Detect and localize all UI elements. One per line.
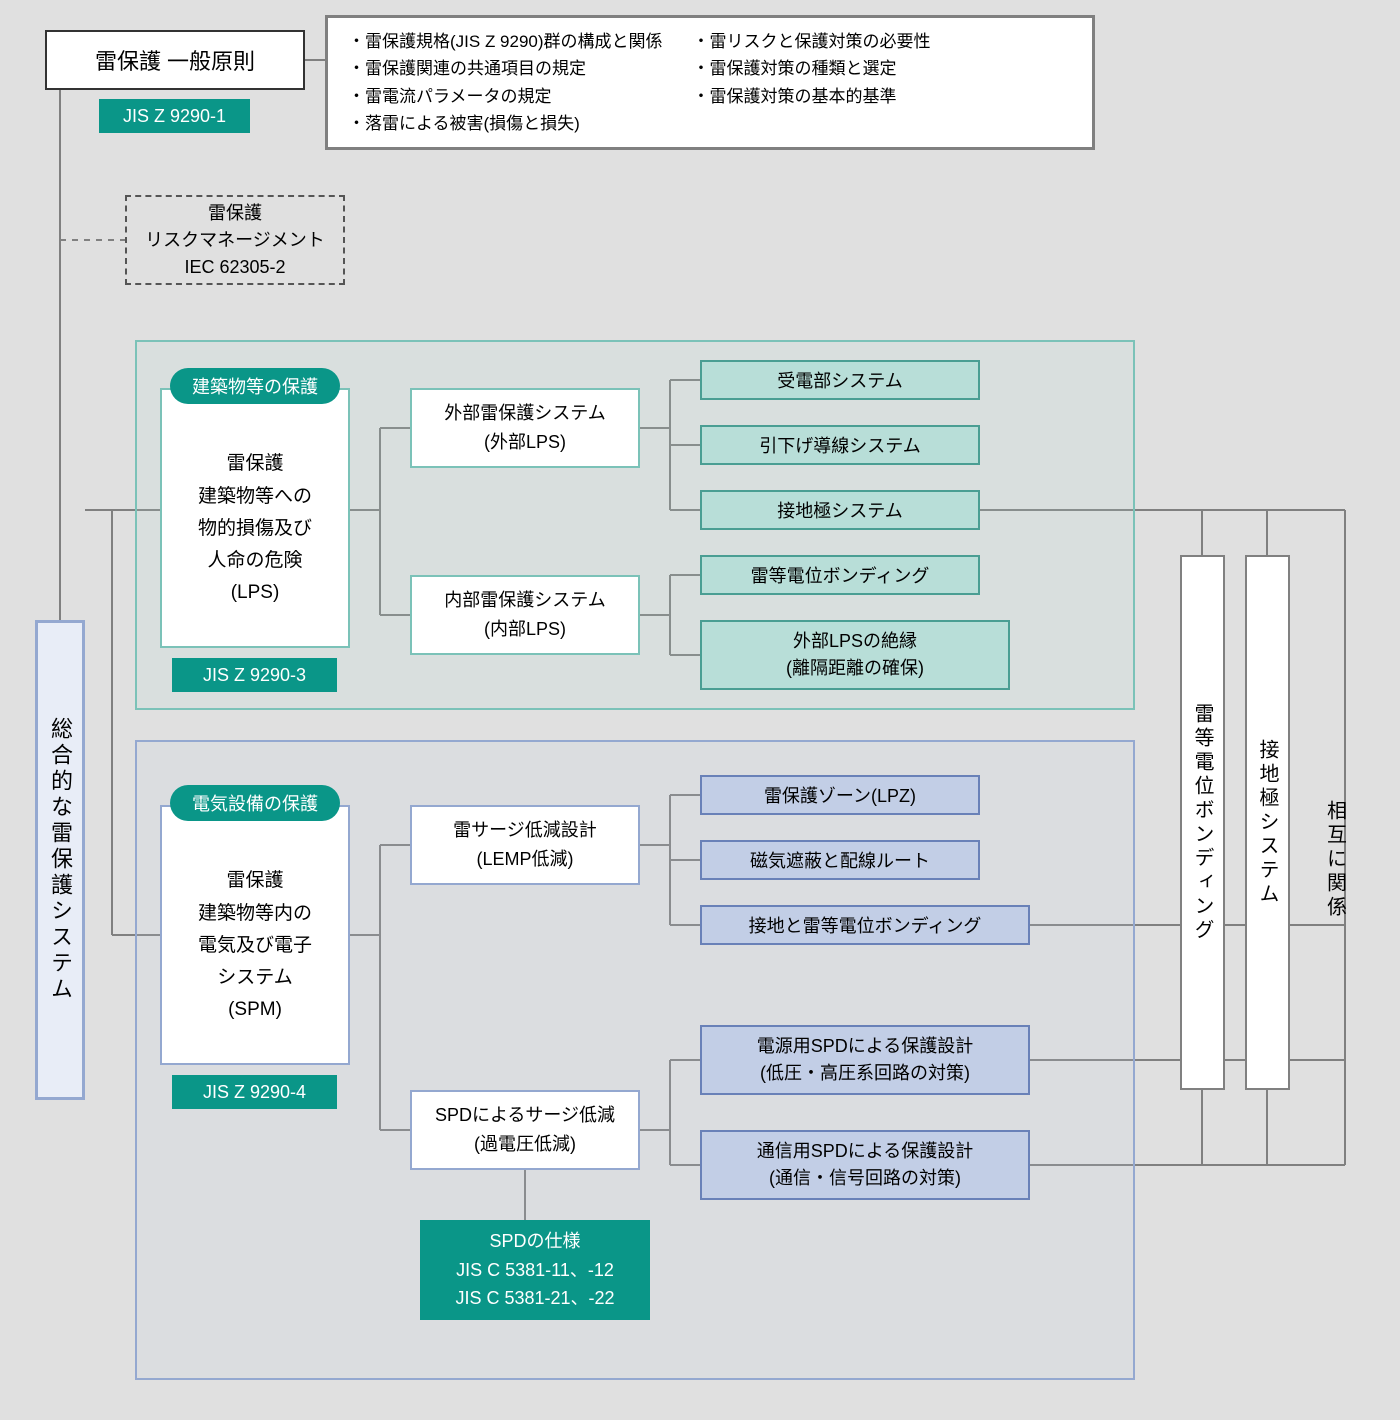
top-code-badge: JIS Z 9290-1 — [99, 99, 250, 133]
sec2-pill: 電気設備の保護 — [170, 785, 340, 821]
sec2-r1: 雷保護ゾーン(LPZ) — [700, 775, 980, 815]
sec2-r2-text: 磁気遮蔽と配線ルート — [750, 847, 930, 873]
bullets-left: ・雷保護規格(JIS Z 9290)群の構成と関係 ・雷保護関連の共通項目の規定… — [348, 28, 663, 137]
sec1-r2-text: 引下げ導線システム — [759, 432, 920, 458]
main-system-box: 総合的な雷保護システム — [35, 620, 85, 1100]
sec1-mid1-text: 外部雷保護システム (外部LPS) — [444, 399, 605, 457]
sec1-r5: 外部LPSの絶縁 (離隔距離の確保) — [700, 620, 1010, 690]
bullet: ・雷電流パラメータの規定 — [348, 83, 663, 110]
risk-l3: IEC 62305-2 — [184, 254, 285, 281]
bullets-right: ・雷リスクと保護対策の必要性 ・雷保護対策の種類と選定 ・雷保護対策の基本的基準 — [693, 28, 931, 137]
sec1-r1: 受電部システム — [700, 360, 980, 400]
sec2-mid1: 雷サージ低減設計 (LEMP低減) — [410, 805, 640, 885]
right-v3: 相互に関係 — [1310, 760, 1360, 960]
risk-l2: リスクマネージメント — [145, 227, 325, 254]
sec2-r5: 通信用SPDによる保護設計 (通信・信号回路の対策) — [700, 1130, 1030, 1200]
sec1-r2: 引下げ導線システム — [700, 425, 980, 465]
bullet: ・雷保護対策の基本的基準 — [693, 83, 931, 110]
bullet: ・雷保護関連の共通項目の規定 — [348, 55, 663, 82]
sec1-mid1: 外部雷保護システム (外部LPS) — [410, 388, 640, 468]
sec1-r3-text: 接地極システム — [777, 497, 902, 523]
sec1-body: 雷保護 建築物等への 物的損傷及び 人命の危険 (LPS) — [198, 448, 312, 609]
sec2-card: 雷保護 建築物等内の 電気及び電子 システム (SPM) — [160, 805, 350, 1065]
top-title-box: 雷保護 一般原則 — [45, 30, 305, 90]
bullet: ・雷保護規格(JIS Z 9290)群の構成と関係 — [348, 28, 663, 55]
right-v2-text: 接地極システム — [1253, 739, 1282, 907]
risk-l1: 雷保護 — [208, 200, 262, 227]
sec1-card: 雷保護 建築物等への 物的損傷及び 人命の危険 (LPS) — [160, 388, 350, 648]
sec1-mid2: 内部雷保護システム (内部LPS) — [410, 575, 640, 655]
sec2-mid2: SPDによるサージ低減 (過電圧低減) — [410, 1090, 640, 1170]
sec1-code-text: JIS Z 9290-3 — [203, 665, 306, 686]
sec2-body: 雷保護 建築物等内の 電気及び電子 システム (SPM) — [198, 865, 312, 1026]
sec1-r4-text: 雷等電位ボンディング — [751, 562, 930, 588]
sec2-r4: 電源用SPDによる保護設計 (低圧・高圧系回路の対策) — [700, 1025, 1030, 1095]
bullet: ・雷保護対策の種類と選定 — [693, 55, 931, 82]
sec2-spd: SPDの仕様 JIS C 5381-11、-12 JIS C 5381-21、-… — [420, 1220, 650, 1320]
sec1-r4: 雷等電位ボンディング — [700, 555, 980, 595]
main-system-label: 総合的な雷保護システム — [44, 717, 76, 1003]
sec2-r4-text: 電源用SPDによる保護設計 (低圧・高圧系回路の対策) — [757, 1033, 973, 1087]
sec2-code-text: JIS Z 9290-4 — [203, 1082, 306, 1103]
bullets-box: ・雷保護規格(JIS Z 9290)群の構成と関係 ・雷保護関連の共通項目の規定… — [325, 15, 1095, 150]
right-v1-text: 雷等電位ボンディング — [1188, 703, 1217, 943]
sec2-r3-text: 接地と雷等電位ボンディング — [749, 912, 982, 938]
sec2-mid2-text: SPDによるサージ低減 (過電圧低減) — [435, 1101, 615, 1159]
sec2-r2: 磁気遮蔽と配線ルート — [700, 840, 980, 880]
top-code-text: JIS Z 9290-1 — [123, 106, 226, 127]
sec2-r3: 接地と雷等電位ボンディング — [700, 905, 1030, 945]
sec2-mid1-text: 雷サージ低減設計 (LEMP低減) — [453, 816, 597, 874]
right-v1: 雷等電位ボンディング — [1180, 555, 1225, 1090]
sec2-r1-text: 雷保護ゾーン(LPZ) — [764, 782, 916, 808]
sec1-r3: 接地極システム — [700, 490, 980, 530]
sec2-r5-text: 通信用SPDによる保護設計 (通信・信号回路の対策) — [757, 1138, 973, 1192]
sec1-code: JIS Z 9290-3 — [172, 658, 337, 692]
risk-box: 雷保護 リスクマネージメント IEC 62305-2 — [125, 195, 345, 285]
sec2-code: JIS Z 9290-4 — [172, 1075, 337, 1109]
right-v3-text: 相互に関係 — [1321, 800, 1350, 920]
bullet: ・雷リスクと保護対策の必要性 — [693, 28, 931, 55]
sec1-mid2-text: 内部雷保護システム (内部LPS) — [444, 586, 605, 644]
sec1-r1-text: 受電部システム — [777, 367, 902, 393]
bullet: ・落雷による被害(損傷と損失) — [348, 110, 663, 137]
sec2-pill-text: 電気設備の保護 — [192, 790, 318, 816]
sec2-spd-text: SPDの仕様 JIS C 5381-11、-12 JIS C 5381-21、-… — [455, 1227, 614, 1313]
sec1-r5-text: 外部LPSの絶縁 (離隔距離の確保) — [786, 628, 924, 682]
sec1-pill: 建築物等の保護 — [170, 368, 340, 404]
sec1-pill-text: 建築物等の保護 — [192, 373, 318, 399]
right-v2: 接地極システム — [1245, 555, 1290, 1090]
top-title-text: 雷保護 一般原則 — [95, 44, 255, 76]
